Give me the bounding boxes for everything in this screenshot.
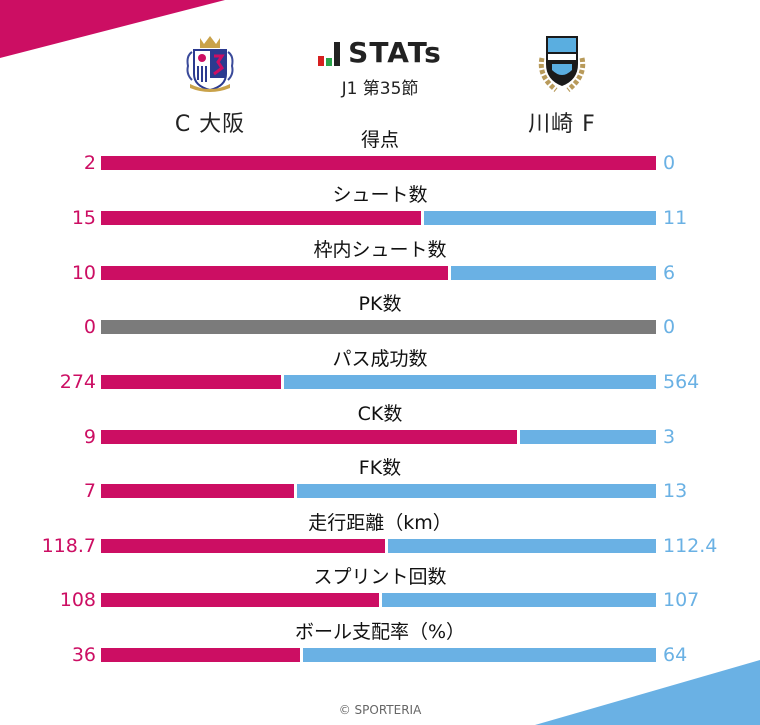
stat-row-distance: 走行距離（km） 118.7 112.4 <box>0 512 760 562</box>
away-value: 64 <box>663 644 688 666</box>
stat-bar <box>101 539 656 553</box>
home-value: 2 <box>83 152 96 174</box>
away-bar <box>451 266 656 280</box>
home-value: 9 <box>83 426 96 448</box>
kawasaki-frontale-crest-icon <box>538 36 586 92</box>
home-value: 10 <box>71 262 96 284</box>
home-bar <box>101 156 656 170</box>
home-team: C 大阪 <box>160 30 260 138</box>
away-value: 6 <box>663 262 676 284</box>
stat-bar <box>101 593 656 607</box>
home-bar <box>101 484 294 498</box>
bar-chart-icon <box>318 42 341 66</box>
stat-row-pk: PK数 0 0 <box>0 293 760 343</box>
stat-bar <box>101 648 656 662</box>
home-bar <box>101 375 281 389</box>
away-value: 11 <box>663 207 688 229</box>
away-bar <box>303 648 656 662</box>
home-bar <box>101 539 385 553</box>
home-bar <box>101 593 379 607</box>
away-bar <box>388 539 656 553</box>
away-value: 564 <box>663 371 700 393</box>
stat-bar <box>101 430 656 444</box>
away-bar <box>382 593 656 607</box>
stat-row-possession: ボール支配率（%） 36 64 <box>0 621 760 671</box>
home-value: 118.7 <box>41 535 96 557</box>
home-bar <box>101 648 300 662</box>
stat-bar <box>101 211 656 225</box>
home-value: 15 <box>71 207 96 229</box>
home-value: 274 <box>59 371 96 393</box>
stat-row-sprints: スプリント回数 108 107 <box>0 566 760 616</box>
stats-title: STATs <box>348 36 442 69</box>
stat-bar <box>101 320 656 334</box>
stat-label: CK数 <box>357 403 403 425</box>
stat-label: PK数 <box>358 293 402 315</box>
away-team-name: 川崎 F <box>528 112 596 137</box>
round-label: J1 第35節 <box>341 79 419 99</box>
home-value: 108 <box>59 589 96 611</box>
away-bar <box>520 430 656 444</box>
stat-row-shots-on-target: 枠内シュート数 10 6 <box>0 239 760 289</box>
away-value: 107 <box>663 589 700 611</box>
stat-label: スプリント回数 <box>313 566 447 588</box>
stat-bar <box>101 375 656 389</box>
away-value: 0 <box>663 152 676 174</box>
home-value: 7 <box>83 480 96 502</box>
away-value: 112.4 <box>663 535 718 557</box>
stat-row-corners: CK数 9 3 <box>0 403 760 453</box>
top-left-accent-triangle <box>0 0 225 58</box>
header: C 大阪 STATs J1 第35節 川崎 F <box>0 0 760 140</box>
stat-row-passes: パス成功数 274 564 <box>0 348 760 398</box>
home-bar <box>101 430 517 444</box>
stat-row-free-kicks: FK数 7 13 <box>0 457 760 507</box>
stat-label: ボール支配率（%） <box>294 621 466 643</box>
stat-bar <box>101 156 656 170</box>
away-bar <box>284 375 656 389</box>
stat-label: パス成功数 <box>332 348 428 370</box>
stat-label: 得点 <box>360 129 399 151</box>
stat-row-shots: シュート数 15 11 <box>0 184 760 234</box>
away-value: 3 <box>663 426 676 448</box>
stat-label: 枠内シュート数 <box>313 239 447 261</box>
stats-logo: STATs <box>300 36 460 69</box>
home-bar <box>101 211 421 225</box>
away-bar <box>424 211 656 225</box>
stat-label: シュート数 <box>332 184 428 206</box>
away-value: 0 <box>663 316 676 338</box>
stat-label: 走行距離（km） <box>308 512 452 534</box>
stat-row-goals: 得点 2 0 <box>0 129 760 179</box>
home-bar <box>101 266 448 280</box>
neutral-bar <box>101 320 656 334</box>
cerezo-osaka-crest-icon <box>186 36 234 92</box>
home-value: 36 <box>71 644 96 666</box>
stat-bar <box>101 266 656 280</box>
away-team: 川崎 F <box>512 30 612 138</box>
title-block: STATs J1 第35節 <box>300 36 460 99</box>
bottom-right-accent-triangle <box>535 660 760 725</box>
stat-bar <box>101 484 656 498</box>
home-value: 0 <box>83 316 96 338</box>
home-team-name: C 大阪 <box>174 112 246 137</box>
away-value: 13 <box>663 480 688 502</box>
stat-label: FK数 <box>358 457 402 479</box>
copyright: © SPORTERIA <box>338 703 422 717</box>
away-bar <box>297 484 656 498</box>
